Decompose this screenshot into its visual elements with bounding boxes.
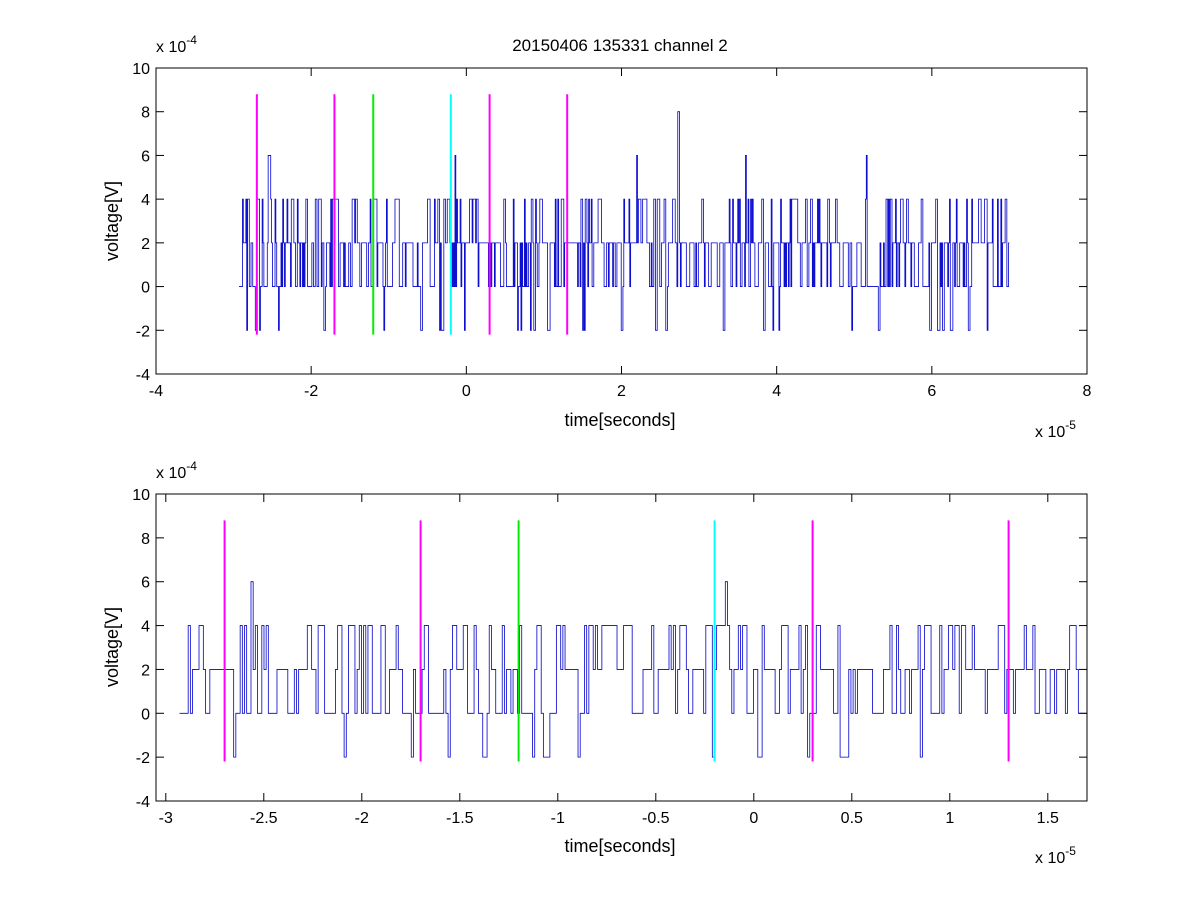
y-tick-label: -2 xyxy=(136,750,150,767)
x-tick-label: 1.5 xyxy=(1037,810,1059,827)
x-tick-label: -2 xyxy=(355,810,369,827)
top-y-axis-label: voltage[V] xyxy=(102,181,122,261)
x-tick-label: -3 xyxy=(159,810,173,827)
x-tick-label: -2 xyxy=(304,383,318,400)
y-tick-label: 4 xyxy=(141,619,150,636)
y-tick-label: 0 xyxy=(141,706,150,723)
bottom-y-axis-label: voltage[V] xyxy=(102,607,122,687)
x-tick-label: 6 xyxy=(927,383,936,400)
bottom-x-exponent: x 10-5 xyxy=(1035,844,1076,867)
bottom-plot-data xyxy=(179,520,1087,762)
bottom-y-exponent: x 10-4 xyxy=(156,459,197,482)
x-tick-label: -4 xyxy=(149,383,163,400)
y-tick-label: -4 xyxy=(136,367,150,384)
y-tick-label: 2 xyxy=(141,236,150,253)
x-tick-label: 1 xyxy=(945,810,954,827)
y-tick-label: -4 xyxy=(136,794,150,811)
x-tick-label: 4 xyxy=(772,383,781,400)
top-plot-data xyxy=(239,94,1010,335)
y-tick-label: 6 xyxy=(141,575,150,592)
y-tick-label: 8 xyxy=(141,531,150,548)
bottom-x-axis-label: time[seconds] xyxy=(564,836,675,856)
y-tick-label: 10 xyxy=(132,61,150,78)
x-tick-label: 0 xyxy=(462,383,471,400)
top-y-exponent: x 10-4 xyxy=(156,33,197,56)
y-tick-label: -2 xyxy=(136,323,150,340)
y-tick-label: 4 xyxy=(141,192,150,209)
y-tick-label: 2 xyxy=(141,662,150,679)
signal-trace xyxy=(239,111,1010,331)
x-tick-label: 8 xyxy=(1083,383,1092,400)
x-tick-label: 2 xyxy=(617,383,626,400)
y-tick-label: 6 xyxy=(141,148,150,165)
bottom-axes-frame xyxy=(155,493,1088,802)
top-x-axis-label: time[seconds] xyxy=(564,410,675,430)
top-x-exponent: x 10-5 xyxy=(1035,418,1076,441)
y-tick-label: 10 xyxy=(132,487,150,504)
top-subplot: -4 -2 0 2 4 6 8 -4 -2 0 2 4 6 8 10 x 10-4 x 10-5 time[… xyxy=(102,33,1092,441)
y-tick-label: 0 xyxy=(141,280,150,297)
x-tick-label: -1 xyxy=(551,810,565,827)
top-ticks: -4 -2 0 2 4 6 8 -4 -2 0 2 4 6 8 10 xyxy=(132,61,1091,400)
y-tick-label: 8 xyxy=(141,105,150,122)
bottom-subplot: -3 -2.5 -2 -1.5 -1 -0.5 0 0.5 1 1.5 -4 -2 0 2 4 6 8 10 x … xyxy=(102,459,1088,867)
x-tick-label: 0.5 xyxy=(841,810,863,827)
figure-title: 20150406 135331 channel 2 xyxy=(512,36,728,55)
x-tick-label: 0 xyxy=(749,810,758,827)
x-tick-label: -1.5 xyxy=(446,810,474,827)
bottom-ticks: -3 -2.5 -2 -1.5 -1 -0.5 0 0.5 1 1.5 -4 -2 0 2 4 6 8 10 xyxy=(132,487,1087,827)
x-tick-label: -0.5 xyxy=(642,810,670,827)
signal-trace xyxy=(179,581,1087,758)
x-tick-label: -2.5 xyxy=(250,810,278,827)
